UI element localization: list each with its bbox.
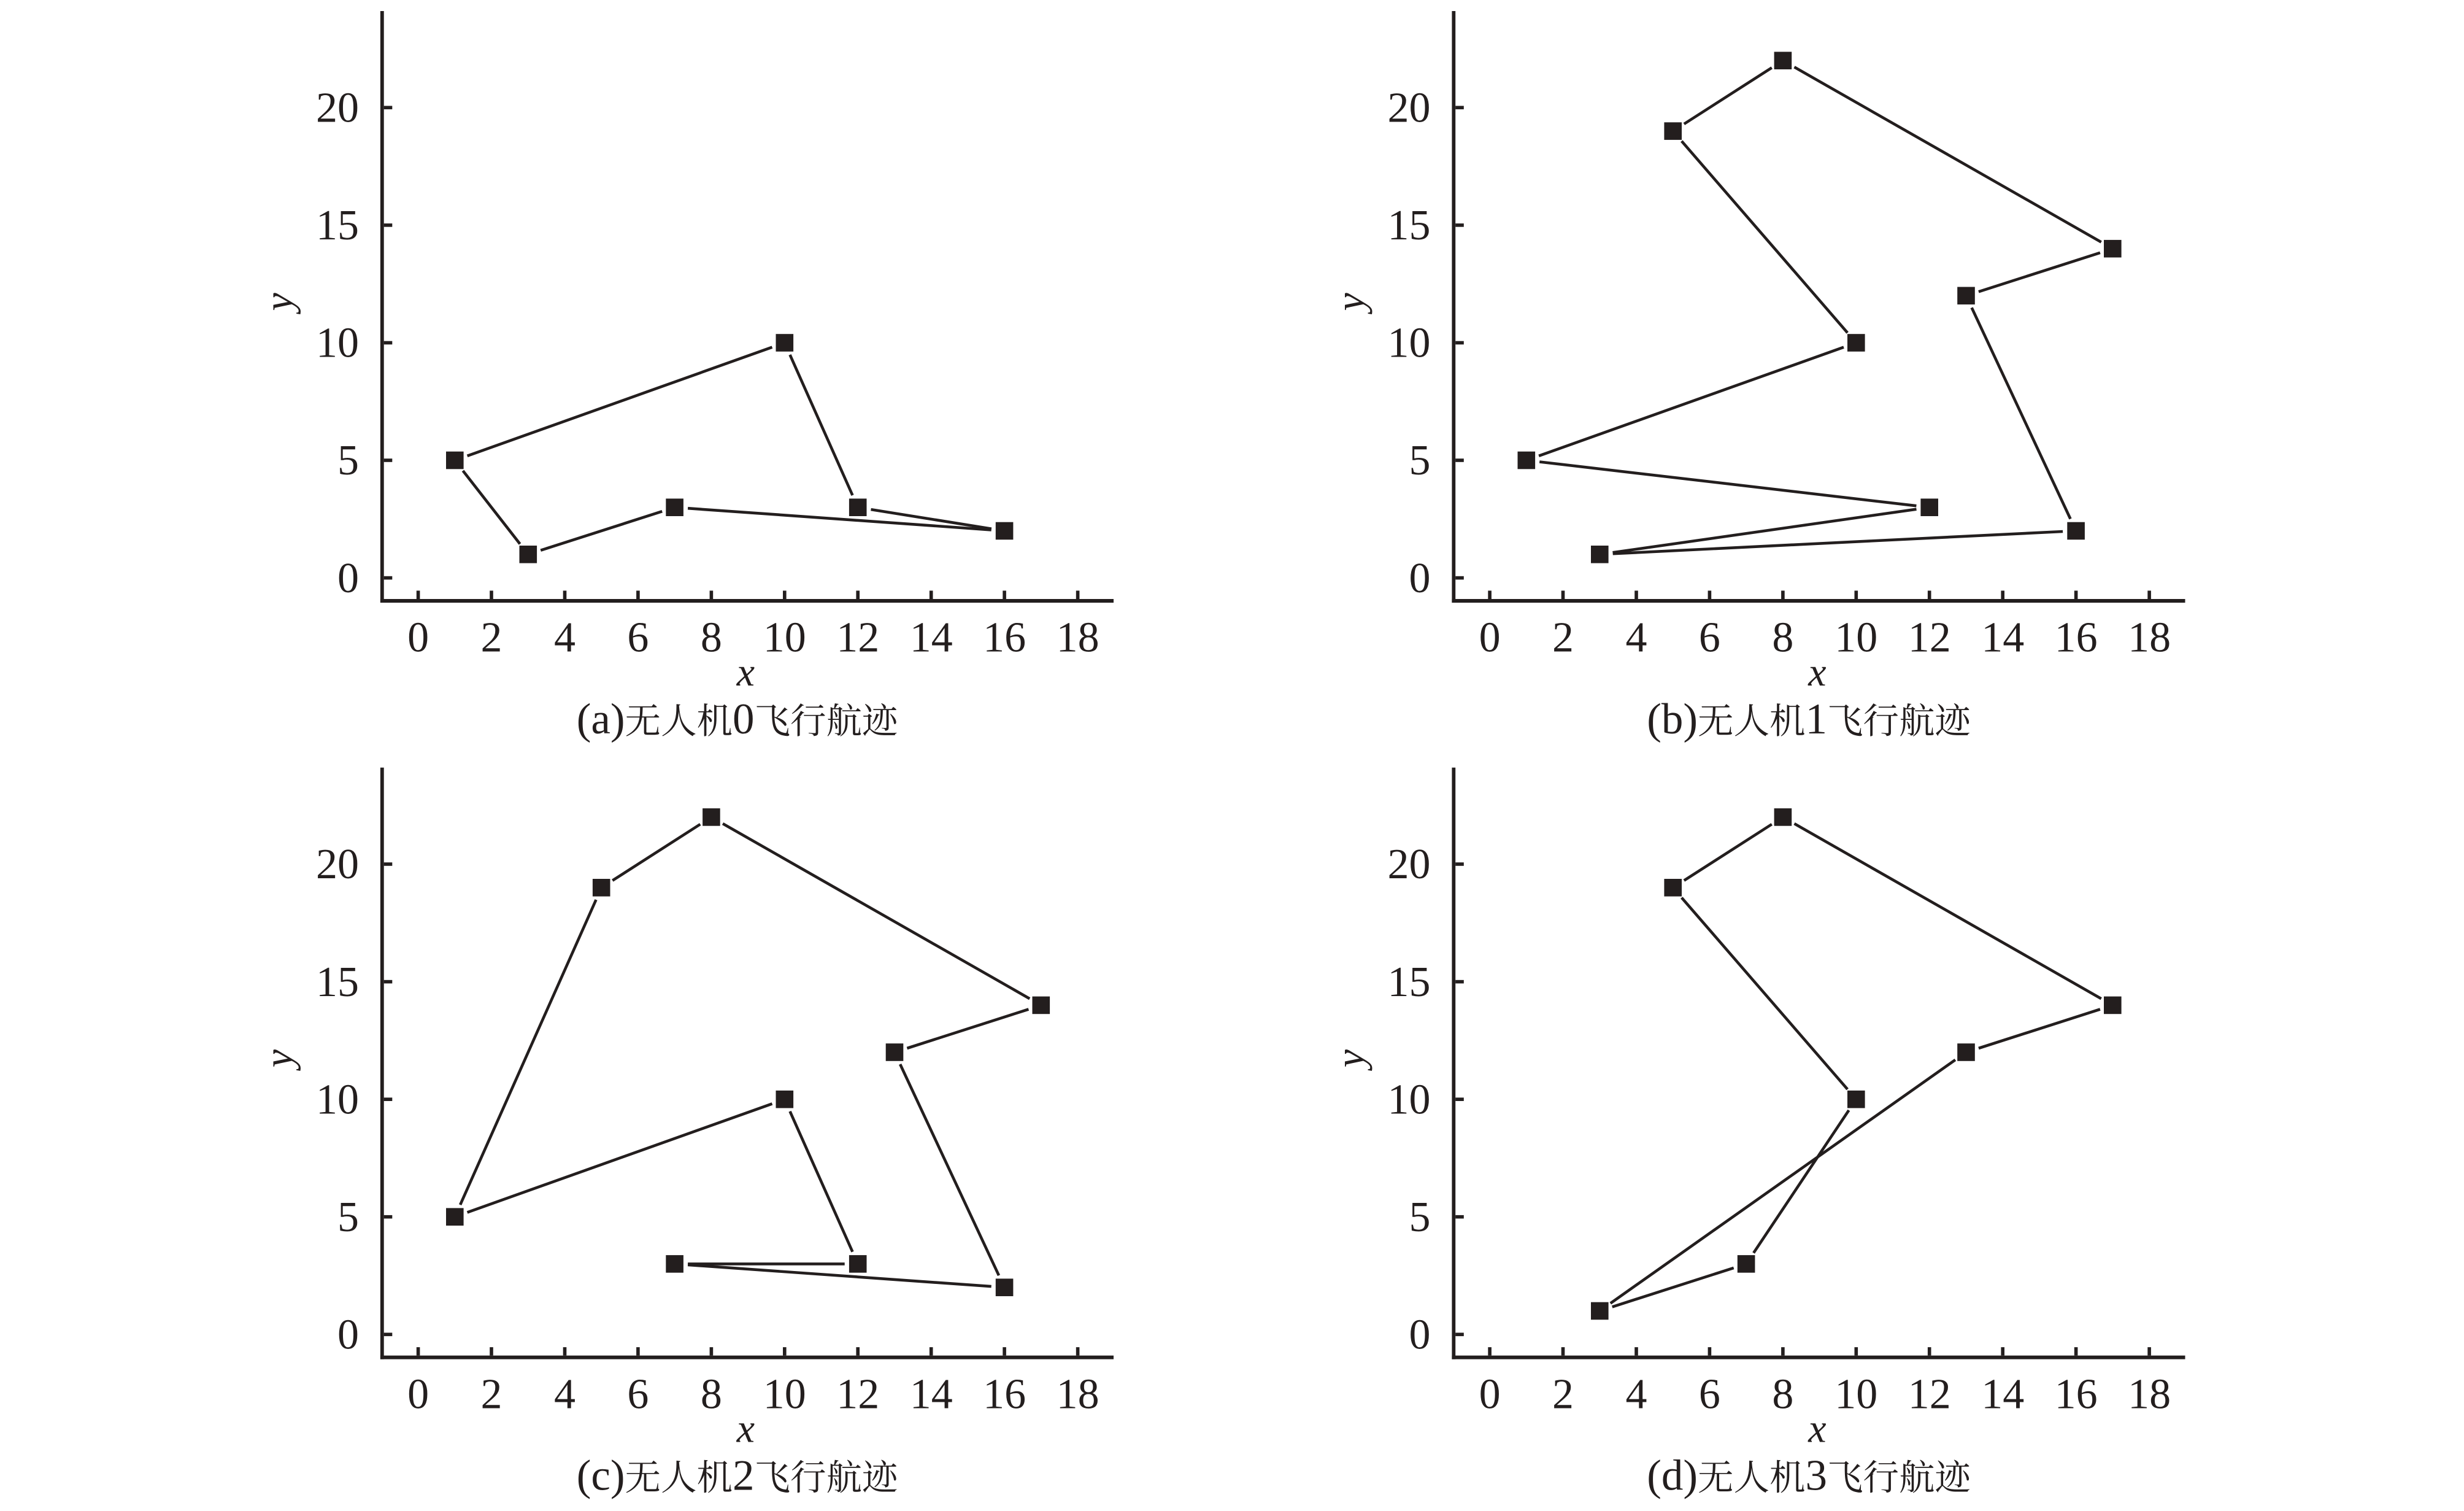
svg-text:15: 15: [1388, 202, 1431, 249]
svg-text:(d): (d): [1647, 1452, 1698, 1500]
svg-text:(a): (a): [577, 695, 625, 743]
svg-text:10: 10: [1835, 1370, 1877, 1418]
svg-text:2: 2: [481, 1370, 502, 1418]
svg-text:10: 10: [1388, 1076, 1431, 1123]
svg-text:18: 18: [1057, 1370, 1099, 1418]
svg-text:16: 16: [2055, 1370, 2098, 1418]
svg-text:x: x: [736, 650, 755, 695]
svg-text:0: 0: [1409, 555, 1431, 602]
svg-text:x: x: [1808, 1407, 1826, 1451]
svg-text:x: x: [736, 1407, 755, 1451]
svg-text:8: 8: [701, 614, 722, 662]
svg-text:16: 16: [983, 614, 1026, 662]
svg-text:5: 5: [1409, 1194, 1431, 1241]
svg-text:16: 16: [2055, 614, 2098, 662]
svg-text:18: 18: [2128, 614, 2171, 662]
svg-text:10: 10: [316, 320, 359, 367]
svg-text:20: 20: [1388, 85, 1431, 132]
svg-text:0: 0: [1409, 1312, 1431, 1359]
svg-text:15: 15: [316, 959, 359, 1006]
svg-text:14: 14: [910, 614, 953, 662]
svg-text:0: 0: [337, 1312, 359, 1359]
svg-text:14: 14: [1981, 614, 2024, 662]
svg-text:8: 8: [701, 1370, 722, 1418]
svg-text:20: 20: [316, 85, 359, 132]
svg-text:2: 2: [733, 1452, 755, 1500]
svg-text:x: x: [1808, 650, 1826, 695]
svg-text:4: 4: [554, 614, 576, 662]
svg-text:12: 12: [836, 1370, 879, 1418]
svg-text:y: y: [1328, 1049, 1373, 1071]
svg-text:3: 3: [1806, 1452, 1828, 1500]
svg-text:18: 18: [2128, 1370, 2171, 1418]
svg-text:15: 15: [1388, 959, 1431, 1006]
svg-text:0: 0: [1479, 1370, 1501, 1418]
svg-text:4: 4: [1626, 1370, 1647, 1418]
svg-text:(c): (c): [577, 1452, 625, 1500]
svg-text:10: 10: [1835, 614, 1877, 662]
svg-text:15: 15: [316, 202, 359, 249]
svg-text:y: y: [1328, 293, 1373, 315]
svg-text:16: 16: [983, 1370, 1026, 1418]
svg-text:(b): (b): [1647, 695, 1698, 743]
svg-text:4: 4: [1626, 614, 1647, 662]
svg-text:10: 10: [763, 1370, 806, 1418]
svg-text:2: 2: [481, 614, 502, 662]
svg-text:5: 5: [337, 1194, 359, 1241]
svg-text:2: 2: [1552, 1370, 1574, 1418]
svg-text:5: 5: [337, 437, 359, 484]
svg-text:6: 6: [1699, 614, 1720, 662]
svg-text:y: y: [256, 1049, 301, 1071]
svg-text:0: 0: [337, 555, 359, 602]
svg-text:14: 14: [910, 1370, 953, 1418]
svg-text:20: 20: [316, 841, 359, 888]
svg-text:1: 1: [1806, 695, 1828, 743]
svg-text:0: 0: [733, 695, 755, 743]
svg-text:10: 10: [763, 614, 806, 662]
svg-text:10: 10: [316, 1076, 359, 1123]
svg-text:18: 18: [1057, 614, 1099, 662]
svg-text:10: 10: [1388, 320, 1431, 367]
svg-text:14: 14: [1981, 1370, 2024, 1418]
svg-text:2: 2: [1552, 614, 1574, 662]
svg-text:0: 0: [1479, 614, 1501, 662]
svg-text:4: 4: [554, 1370, 576, 1418]
svg-text:6: 6: [627, 614, 649, 662]
svg-text:0: 0: [407, 614, 429, 662]
svg-text:8: 8: [1772, 614, 1793, 662]
svg-text:6: 6: [627, 1370, 649, 1418]
svg-text:12: 12: [1908, 1370, 1951, 1418]
svg-text:y: y: [256, 293, 301, 315]
svg-text:5: 5: [1409, 437, 1431, 484]
svg-text:12: 12: [836, 614, 879, 662]
svg-text:0: 0: [407, 1370, 429, 1418]
svg-text:6: 6: [1699, 1370, 1720, 1418]
svg-text:12: 12: [1908, 614, 1951, 662]
svg-text:8: 8: [1772, 1370, 1793, 1418]
svg-text:20: 20: [1388, 841, 1431, 888]
